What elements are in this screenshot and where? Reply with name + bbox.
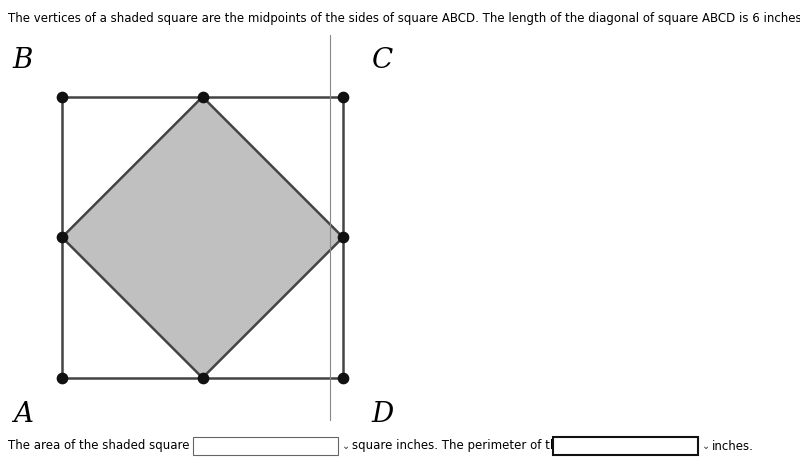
Text: A: A xyxy=(13,401,33,428)
Point xyxy=(196,374,209,382)
Text: ⌄: ⌄ xyxy=(342,441,350,451)
Text: C: C xyxy=(372,47,393,74)
Text: B: B xyxy=(13,47,33,74)
Text: [ Select ]: [ Select ] xyxy=(199,441,250,451)
Point xyxy=(55,93,68,101)
Text: The vertices of a shaded square are the midpoints of the sides of square ABCD. T: The vertices of a shaded square are the … xyxy=(8,12,800,25)
Point xyxy=(55,374,68,382)
Point xyxy=(337,374,350,382)
Text: square inches. The perimeter of the shaded square is: square inches. The perimeter of the shad… xyxy=(352,439,669,453)
Point xyxy=(196,93,209,101)
Text: D: D xyxy=(371,401,394,428)
Point xyxy=(337,93,350,101)
Text: inches.: inches. xyxy=(712,439,754,453)
Text: The area of the shaded square is: The area of the shaded square is xyxy=(8,439,202,453)
FancyBboxPatch shape xyxy=(193,437,338,455)
Text: [ Select ]: [ Select ] xyxy=(559,441,610,451)
Point xyxy=(337,234,350,241)
Point xyxy=(55,234,68,241)
Polygon shape xyxy=(62,97,343,378)
Text: ⌄: ⌄ xyxy=(702,441,710,451)
FancyBboxPatch shape xyxy=(553,437,698,455)
